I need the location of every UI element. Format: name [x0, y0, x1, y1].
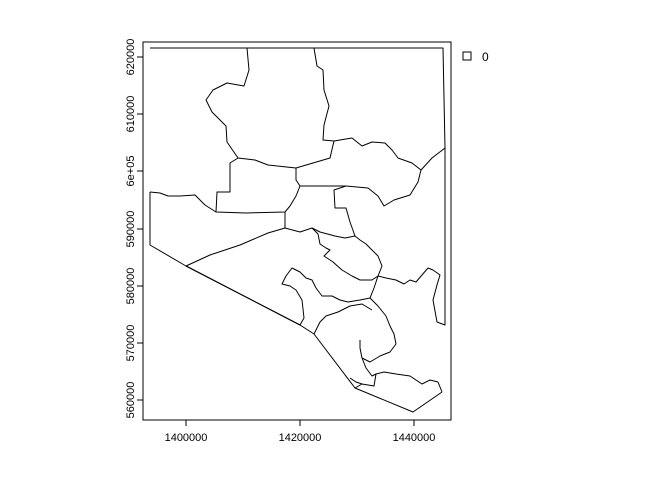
district-boundaries — [149, 47, 446, 413]
district-boundary — [295, 47, 335, 169]
x-tick-label: 1400000 — [165, 432, 208, 444]
legend-label: 0 — [482, 50, 489, 64]
x-tick-label: 1420000 — [279, 432, 322, 444]
district-boundary — [185, 265, 301, 326]
harbor-coastline — [311, 227, 383, 281]
plot-frame — [142, 41, 452, 421]
harbor-coastline — [281, 267, 397, 363]
district-boundary — [149, 191, 217, 213]
y-tick-label: 620000 — [125, 39, 137, 76]
district-boundary — [205, 47, 250, 159]
y-tick-label: 610000 — [125, 96, 137, 133]
county-boundary-south — [149, 192, 443, 413]
district-boundary — [237, 157, 301, 187]
y-tick-label: 6e+05 — [125, 156, 137, 187]
harbor-coastline — [354, 371, 443, 393]
harbor-coastline — [313, 303, 373, 335]
x-tick-label: 1440000 — [393, 432, 436, 444]
county-boundary-outer — [150, 47, 446, 326]
harbor-coastline — [377, 267, 429, 285]
district-boundary — [333, 137, 446, 171]
y-tick-label: 590000 — [125, 211, 137, 248]
district-boundary — [300, 169, 422, 207]
district-boundary — [349, 377, 363, 385]
district-boundary — [369, 275, 379, 299]
y-tick-label: 580000 — [125, 268, 137, 305]
legend: 0 — [462, 50, 489, 64]
x-axis: 1400000 1420000 1440000 — [165, 420, 436, 444]
district-boundary — [215, 157, 301, 214]
district-boundary — [185, 227, 286, 267]
district-boundary — [361, 357, 377, 377]
district-boundary — [284, 185, 356, 239]
y-tick-label: 560000 — [125, 382, 137, 419]
y-tick-label: 570000 — [125, 325, 137, 362]
legend-swatch — [462, 51, 472, 61]
y-axis: 560000 570000 580000 590000 6e+05 610000… — [125, 39, 143, 419]
